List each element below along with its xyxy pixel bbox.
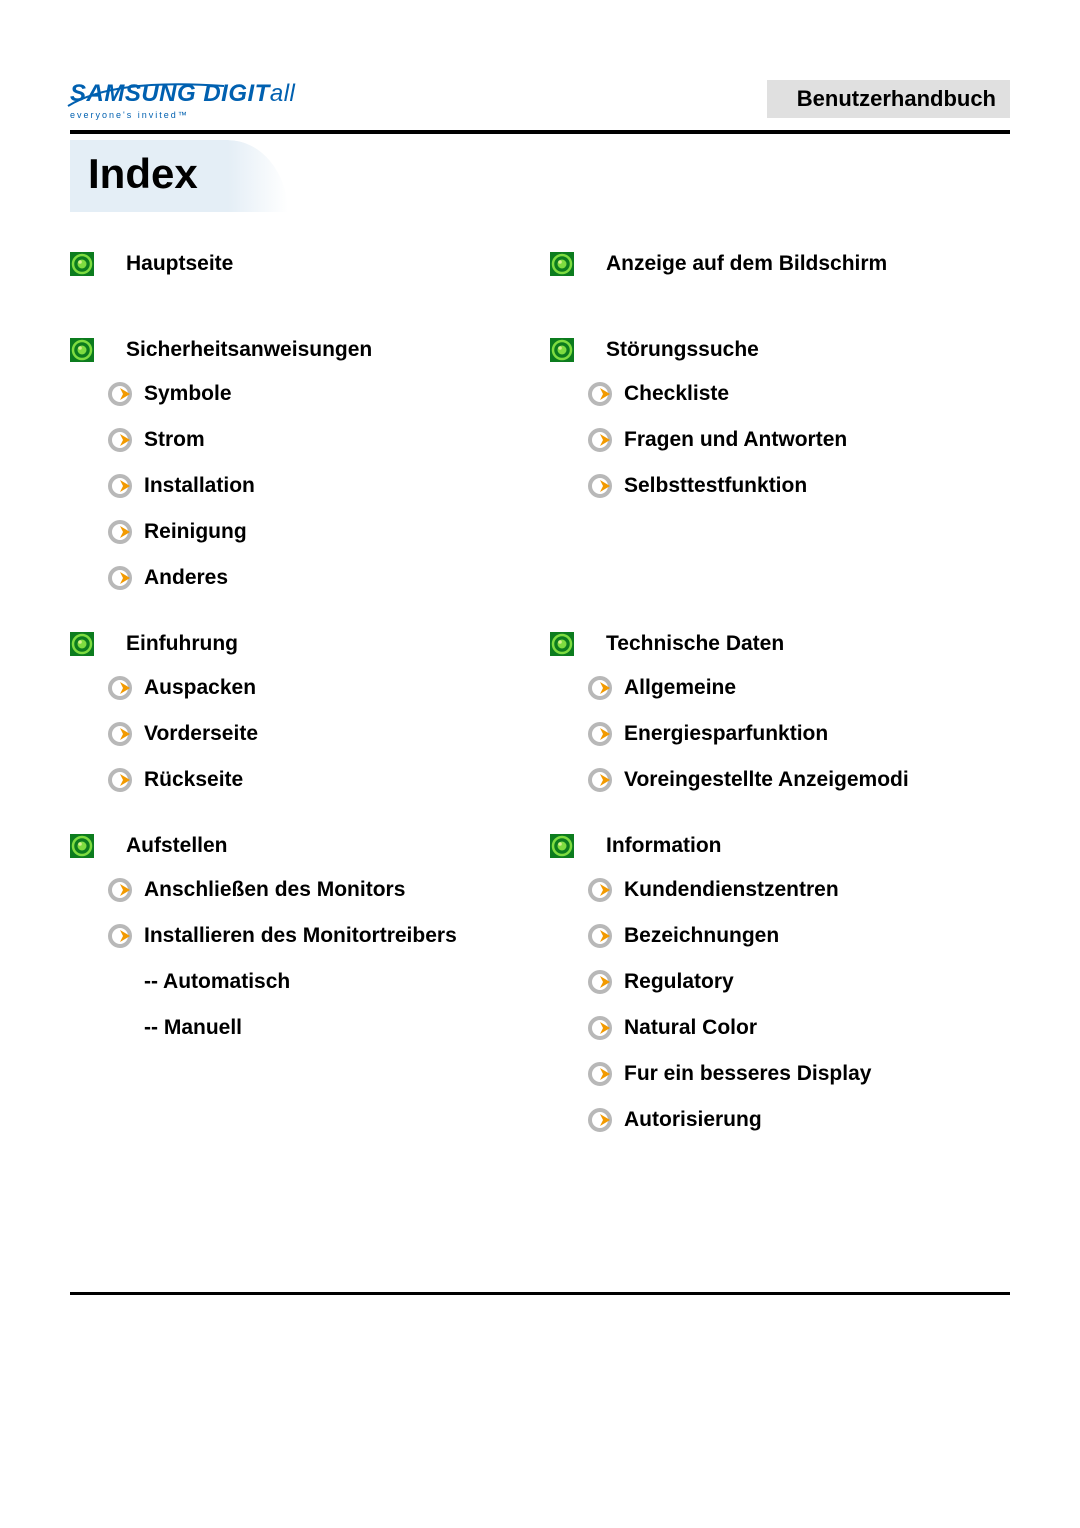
arrow-bullet-icon (588, 676, 612, 700)
link-automatisch[interactable]: -- Automatisch (108, 970, 530, 994)
page: SAMSUNG DIGITall everyone's invited™ Ben… (0, 0, 1080, 1355)
section-bullet-icon (550, 834, 574, 858)
arrow-bullet-icon (108, 676, 132, 700)
link-aufstellen[interactable]: Aufstellen (126, 834, 228, 858)
section-sicherheit: Sicherheitsanweisungen Symbole Strom Ins… (70, 338, 530, 590)
section-stoerungssuche: Störungssuche Checkliste Fragen und Antw… (550, 338, 1010, 590)
link-auspacken[interactable]: Auspacken (144, 676, 256, 700)
arrow-bullet-icon (588, 1016, 612, 1040)
link-sicherheitsanweisungen[interactable]: Sicherheitsanweisungen (126, 338, 372, 362)
arrow-bullet-icon (108, 768, 132, 792)
arrow-bullet-icon (108, 474, 132, 498)
index-title: Index (88, 150, 198, 197)
arrow-bullet-icon (588, 428, 612, 452)
link-rueckseite[interactable]: Rückseite (144, 768, 243, 792)
index-content-grid: Hauptseite Anzeige auf dem Bildschirm Si… (70, 252, 1010, 1132)
link-manuell[interactable]: -- Manuell (108, 1016, 530, 1040)
samsung-logo: SAMSUNG DIGITall everyone's invited™ (70, 80, 295, 120)
arrow-bullet-icon (588, 768, 612, 792)
arrow-bullet-icon (108, 566, 132, 590)
page-header: SAMSUNG DIGITall everyone's invited™ Ben… (70, 80, 1010, 120)
link-installieren-treiber[interactable]: Installieren des Monitortreibers (144, 924, 457, 948)
link-fragen-antworten[interactable]: Fragen und Antworten (624, 428, 847, 452)
arrow-bullet-icon (588, 474, 612, 498)
arrow-bullet-icon (108, 878, 132, 902)
arrow-bullet-icon (108, 382, 132, 406)
manual-title: Benutzerhandbuch (767, 80, 1010, 118)
link-bezeichnungen[interactable]: Bezeichnungen (624, 924, 779, 948)
arrow-bullet-icon (108, 924, 132, 948)
link-selbsttest[interactable]: Selbsttestfunktion (624, 474, 807, 498)
link-vorderseite[interactable]: Vorderseite (144, 722, 258, 746)
link-hauptseite[interactable]: Hauptseite (126, 252, 233, 276)
arrow-bullet-icon (588, 924, 612, 948)
logo-swoosh-icon (64, 76, 234, 112)
arrow-bullet-icon (108, 722, 132, 746)
logo-suffix: all (270, 80, 296, 107)
link-kundendienstzentren[interactable]: Kundendienstzentren (624, 878, 839, 902)
section-bullet-icon (70, 834, 94, 858)
footer-rule (70, 1292, 1010, 1295)
section-bullet-icon (70, 632, 94, 656)
link-stoerungssuche[interactable]: Störungssuche (606, 338, 759, 362)
section-bullet-icon (550, 338, 574, 362)
section-hauptseite: Hauptseite (70, 252, 530, 296)
arrow-bullet-icon (588, 722, 612, 746)
arrow-bullet-icon (588, 382, 612, 406)
link-technische-daten[interactable]: Technische Daten (606, 632, 784, 656)
arrow-bullet-icon (588, 1108, 612, 1132)
section-anzeige: Anzeige auf dem Bildschirm (550, 252, 1010, 296)
link-energiesparfunktion[interactable]: Energiesparfunktion (624, 722, 828, 746)
link-voreingestellte-anzeigemodi[interactable]: Voreingestellte Anzeigemodi (624, 768, 909, 792)
link-checkliste[interactable]: Checkliste (624, 382, 729, 406)
section-einfuehrung: Einfuhrung Auspacken Vorderseite Rücksei… (70, 632, 530, 792)
link-natural-color[interactable]: Natural Color (624, 1016, 757, 1040)
section-bullet-icon (550, 252, 574, 276)
section-information: Information Kundendienstzentren Bezeichn… (550, 834, 1010, 1132)
link-symbole[interactable]: Symbole (144, 382, 232, 406)
link-strom[interactable]: Strom (144, 428, 205, 452)
section-technische-daten: Technische Daten Allgemeine Energiesparf… (550, 632, 1010, 792)
link-installation[interactable]: Installation (144, 474, 255, 498)
link-allgemeine[interactable]: Allgemeine (624, 676, 736, 700)
link-anderes[interactable]: Anderes (144, 566, 228, 590)
section-bullet-icon (70, 338, 94, 362)
index-heading-row: Index (70, 140, 1010, 212)
arrow-bullet-icon (108, 520, 132, 544)
arrow-bullet-icon (108, 428, 132, 452)
link-regulatory[interactable]: Regulatory (624, 970, 734, 994)
section-aufstellen: Aufstellen Anschließen des Monitors Inst… (70, 834, 530, 1132)
link-anschliessen-monitor[interactable]: Anschließen des Monitors (144, 878, 405, 902)
section-bullet-icon (550, 632, 574, 656)
section-bullet-icon (70, 252, 94, 276)
link-besseres-display[interactable]: Fur ein besseres Display (624, 1062, 871, 1086)
link-reinigung[interactable]: Reinigung (144, 520, 247, 544)
link-einfuehrung[interactable]: Einfuhrung (126, 632, 238, 656)
link-anzeige-bildschirm[interactable]: Anzeige auf dem Bildschirm (606, 252, 887, 276)
link-information[interactable]: Information (606, 834, 722, 858)
arrow-bullet-icon (588, 970, 612, 994)
arrow-bullet-icon (588, 1062, 612, 1086)
header-rule (70, 130, 1010, 134)
link-autorisierung[interactable]: Autorisierung (624, 1108, 762, 1132)
arrow-bullet-icon (588, 878, 612, 902)
